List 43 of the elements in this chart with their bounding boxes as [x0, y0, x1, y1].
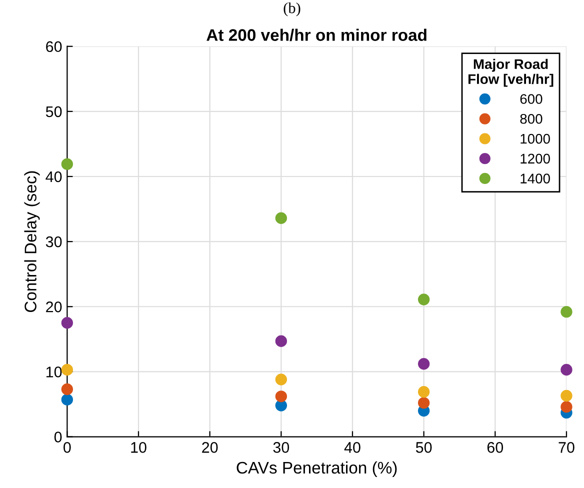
point — [275, 390, 287, 402]
point — [275, 212, 287, 224]
text: (b) — [284, 2, 300, 16]
y-tick-label: 60 — [46, 41, 62, 52]
x-tick-label: 40 — [344, 442, 360, 453]
point — [275, 400, 287, 412]
point — [275, 335, 287, 347]
point — [418, 358, 430, 370]
legend-label: 1200 — [520, 154, 550, 164]
point — [418, 397, 430, 409]
x-axis-title: CAVs Penetration (%) — [236, 461, 397, 477]
y-tick-label: 20 — [46, 301, 62, 312]
legend-label: 600 — [520, 94, 542, 104]
x-tick-label: 50 — [416, 442, 432, 453]
x-tick-label: 30 — [273, 442, 290, 453]
y-tick-label: 10 — [46, 366, 62, 378]
x-tick-label: 60 — [487, 442, 504, 453]
point — [560, 364, 572, 376]
x-tick-label: 10 — [131, 442, 146, 453]
point — [560, 306, 572, 318]
x-tick-label: 20 — [202, 442, 218, 453]
point — [61, 364, 74, 376]
legend-label: 1400 — [520, 174, 550, 184]
point — [61, 158, 74, 170]
x-tick-label: 70 — [558, 442, 574, 453]
point — [275, 374, 287, 386]
point — [61, 383, 74, 396]
chart-title: At 200 veh/hr on minor road — [206, 28, 426, 42]
point — [560, 390, 572, 402]
point — [61, 394, 74, 406]
x-tick-label: 0 — [64, 442, 71, 453]
legend-label: 1000 — [520, 134, 550, 144]
y-tick-label: 50 — [46, 106, 62, 118]
point — [61, 317, 74, 329]
point — [560, 400, 572, 413]
point — [418, 294, 430, 306]
y-axis-title: Control Delay (sec) — [24, 171, 40, 312]
y-tick-label: 30 — [46, 236, 62, 248]
legend-label: 800 — [520, 114, 542, 124]
y-tick-label: 0 — [54, 432, 62, 442]
legend-title: Major Road Flow [veh/hr] — [468, 58, 554, 87]
point — [418, 386, 430, 398]
y-tick-label: 40 — [46, 171, 62, 182]
